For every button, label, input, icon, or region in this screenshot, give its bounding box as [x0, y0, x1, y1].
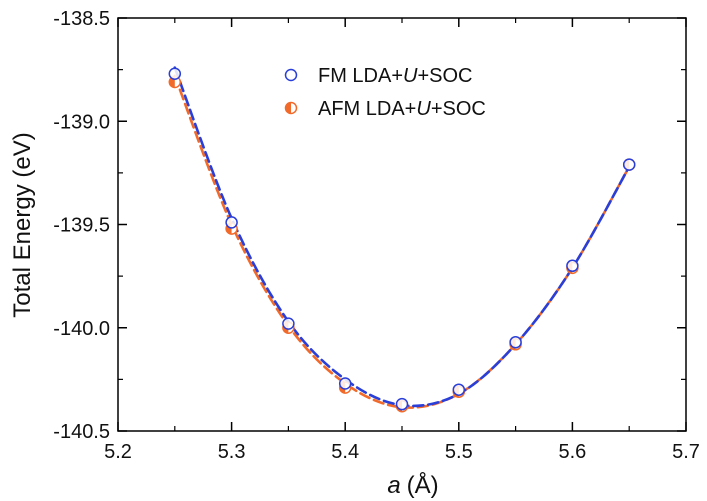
- fm-data-point: [622, 158, 636, 171]
- fm-data-point: [338, 377, 352, 390]
- legend-label-afm-italic: U: [416, 98, 431, 120]
- fm-data-point: [452, 383, 466, 396]
- y-tick-label: -139.5: [53, 215, 110, 237]
- y-axis-ticks: [118, 17, 686, 432]
- fm-data-point: [168, 67, 182, 81]
- y-axis-label: Total Energy (eV): [9, 132, 36, 317]
- x-tick-label: 5.4: [331, 441, 359, 463]
- x-axis-tick-labels: 5.2 5.3 5.4 5.5 5.6 5.7: [104, 441, 700, 463]
- x-axis-ticks: [117, 18, 687, 431]
- data-points: [168, 67, 636, 413]
- x-tick-label: 5.6: [558, 441, 586, 463]
- x-axis-label-unit: (Å): [407, 471, 439, 499]
- x-axis-label: a (Å): [387, 471, 438, 499]
- legend-afm-symbol: [284, 101, 298, 115]
- x-tick-label: 5.7: [672, 441, 700, 463]
- fm-data-point: [566, 259, 579, 273]
- x-tick-label: 5.5: [445, 441, 473, 463]
- legend-label-fm-italic: U: [403, 65, 418, 87]
- legend-afm-symbol-fill: [285, 102, 291, 114]
- y-tick-label: -138.5: [53, 8, 110, 30]
- legend-label-afm-prefix: AFM LDA+: [318, 98, 416, 120]
- legend-fm-symbol: [284, 68, 298, 82]
- y-axis-tick-labels: -140.5 -140.0 -139.5 -139.0 -138.5: [53, 8, 110, 443]
- fm-data-point: [509, 335, 522, 349]
- y-tick-label: -140.5: [53, 421, 110, 443]
- x-axis-label-italic: a: [387, 472, 400, 499]
- legend-label-afm: AFM LDA+U+SOC: [318, 98, 486, 120]
- legend-label-fm-suffix: +SOC: [417, 65, 472, 87]
- x-tick-label: 5.3: [218, 441, 246, 463]
- fm-data-point: [282, 317, 295, 330]
- legend-marker-fm: [284, 68, 298, 82]
- y-tick-label: -139.0: [53, 111, 110, 133]
- fm-data-point: [395, 397, 409, 411]
- legend-label-fm: FM LDA+U+SOC: [318, 65, 473, 87]
- y-tick-label: -140.0: [53, 318, 110, 340]
- x-tick-label: 5.2: [104, 441, 132, 463]
- legend: FM LDA+U+SOC AFM LDA+U+SOC: [284, 65, 486, 120]
- fm-data-point: [225, 216, 238, 229]
- legend-label-fm-prefix: FM LDA+: [318, 65, 403, 87]
- legend-label-afm-suffix: +SOC: [431, 98, 486, 120]
- legend-marker-afm: [284, 101, 298, 115]
